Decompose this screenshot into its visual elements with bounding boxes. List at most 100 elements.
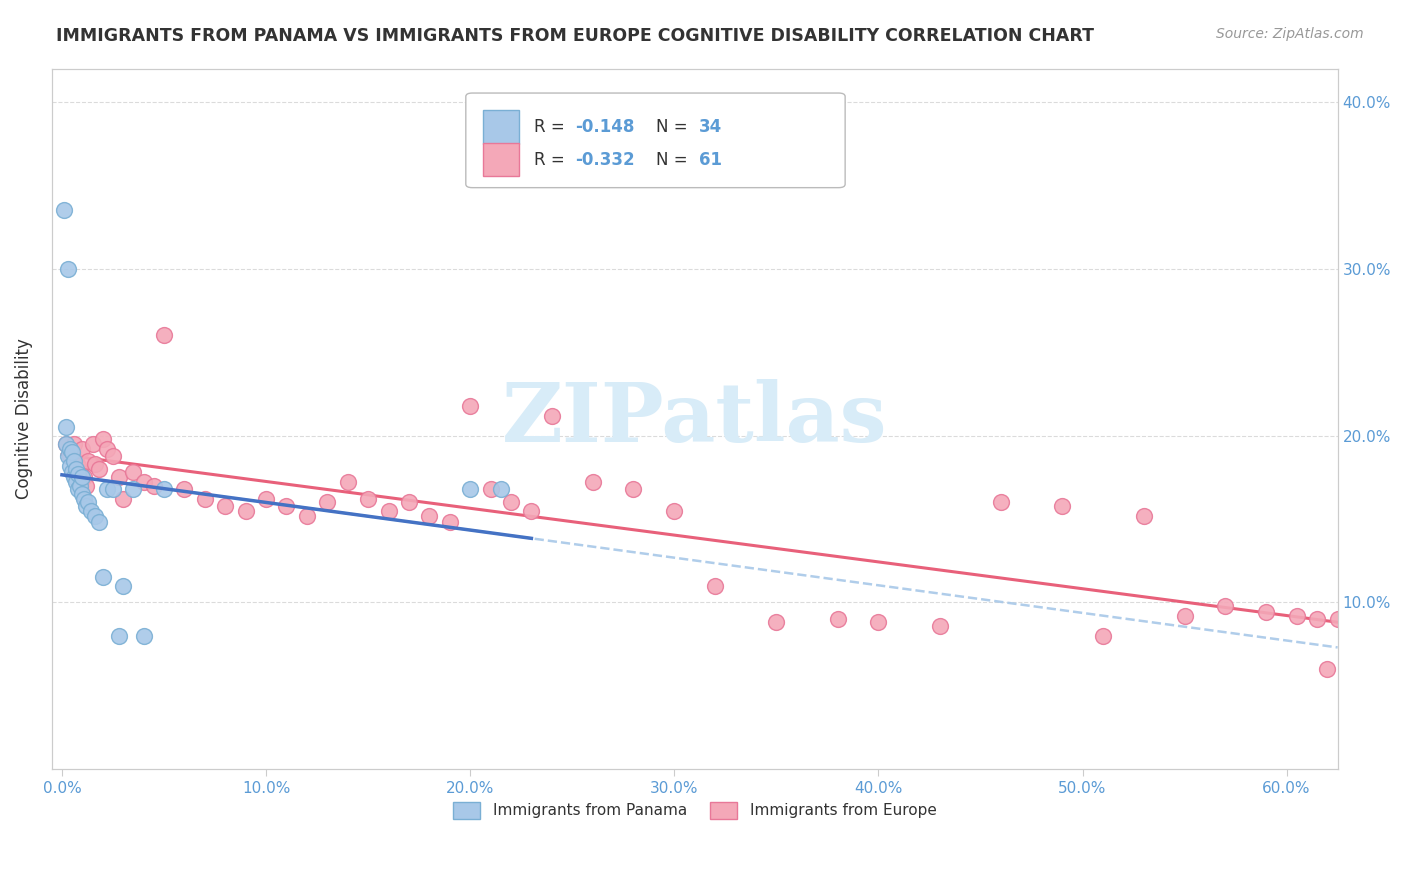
- Point: [1050, 499, 1073, 513]
- Point: [55, 437, 77, 451]
- Point: [77, 495, 100, 509]
- Point: [1285, 608, 1308, 623]
- Point: [276, 499, 298, 513]
- FancyBboxPatch shape: [465, 93, 845, 187]
- Point: [112, 491, 135, 506]
- Point: [1215, 599, 1237, 613]
- Point: [499, 495, 522, 509]
- Text: R =: R =: [534, 151, 569, 169]
- Point: [664, 504, 686, 518]
- Point: [765, 615, 787, 630]
- Point: [73, 491, 96, 506]
- Point: [56, 261, 79, 276]
- Y-axis label: Cognitive Disability: Cognitive Disability: [15, 338, 32, 500]
- Point: [623, 482, 645, 496]
- Point: [132, 475, 155, 490]
- Point: [235, 504, 257, 518]
- Point: [1091, 629, 1114, 643]
- Point: [75, 499, 97, 513]
- Point: [73, 470, 96, 484]
- Point: [153, 328, 176, 343]
- FancyBboxPatch shape: [482, 143, 519, 177]
- Point: [254, 491, 277, 506]
- Point: [67, 467, 90, 481]
- Point: [96, 442, 118, 456]
- Point: [479, 482, 502, 496]
- Point: [153, 482, 176, 496]
- Text: 61: 61: [699, 151, 721, 169]
- Point: [91, 570, 114, 584]
- Point: [83, 457, 105, 471]
- Point: [65, 475, 87, 490]
- Point: [122, 465, 145, 479]
- Point: [69, 465, 91, 479]
- Point: [87, 516, 110, 530]
- Point: [108, 470, 131, 484]
- Point: [336, 475, 359, 490]
- Point: [458, 482, 481, 496]
- Point: [75, 478, 97, 492]
- Point: [108, 629, 131, 643]
- Point: [1132, 508, 1154, 523]
- Point: [990, 495, 1012, 509]
- Point: [357, 491, 380, 506]
- Text: N =: N =: [657, 151, 693, 169]
- Point: [59, 449, 82, 463]
- Point: [928, 619, 950, 633]
- Point: [55, 420, 77, 434]
- Text: Source: ZipAtlas.com: Source: ZipAtlas.com: [1216, 27, 1364, 41]
- Point: [65, 453, 87, 467]
- Point: [67, 482, 90, 496]
- Point: [142, 478, 165, 492]
- Text: -0.148: -0.148: [575, 118, 634, 136]
- Point: [132, 629, 155, 643]
- Point: [112, 579, 135, 593]
- Point: [96, 482, 118, 496]
- Point: [520, 504, 543, 518]
- Point: [377, 504, 399, 518]
- Point: [72, 442, 94, 456]
- Point: [489, 482, 512, 496]
- Point: [59, 458, 82, 473]
- Point: [1326, 612, 1348, 626]
- Point: [91, 432, 114, 446]
- Point: [1256, 606, 1278, 620]
- Point: [295, 508, 318, 523]
- Point: [56, 449, 79, 463]
- Point: [82, 437, 104, 451]
- Text: -0.332: -0.332: [575, 151, 634, 169]
- Point: [65, 462, 87, 476]
- Point: [79, 504, 101, 518]
- FancyBboxPatch shape: [482, 110, 519, 144]
- Point: [1174, 608, 1197, 623]
- Point: [458, 399, 481, 413]
- Point: [83, 508, 105, 523]
- Point: [59, 442, 82, 456]
- Point: [101, 449, 124, 463]
- Point: [63, 453, 86, 467]
- Point: [77, 453, 100, 467]
- Text: R =: R =: [534, 118, 569, 136]
- Point: [60, 445, 83, 459]
- Point: [439, 516, 461, 530]
- Point: [87, 462, 110, 476]
- Point: [398, 495, 420, 509]
- Point: [540, 409, 562, 423]
- Point: [214, 499, 236, 513]
- Text: 34: 34: [699, 118, 721, 136]
- Point: [60, 445, 83, 459]
- Point: [827, 612, 849, 626]
- Point: [582, 475, 605, 490]
- Text: ZIPatlas: ZIPatlas: [502, 379, 887, 458]
- Point: [55, 437, 77, 451]
- Point: [316, 495, 339, 509]
- Point: [1306, 612, 1329, 626]
- Point: [60, 465, 83, 479]
- Point: [67, 458, 90, 473]
- Point: [72, 487, 94, 501]
- Point: [194, 491, 217, 506]
- Text: N =: N =: [657, 118, 693, 136]
- Point: [868, 615, 890, 630]
- Point: [101, 482, 124, 496]
- Point: [53, 203, 76, 218]
